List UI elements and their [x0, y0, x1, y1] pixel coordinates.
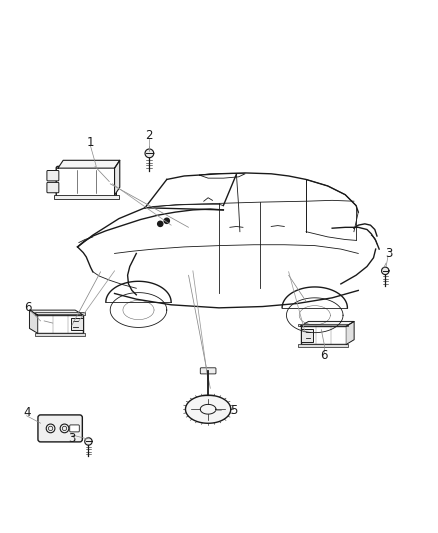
- Polygon shape: [58, 160, 120, 168]
- FancyBboxPatch shape: [56, 166, 116, 197]
- Polygon shape: [300, 321, 354, 326]
- Polygon shape: [29, 310, 83, 315]
- Bar: [300, 329, 313, 342]
- Text: 6: 6: [321, 349, 328, 362]
- FancyBboxPatch shape: [200, 368, 216, 374]
- Text: 2: 2: [145, 130, 153, 142]
- Bar: [71, 318, 83, 330]
- Polygon shape: [145, 149, 154, 158]
- Text: 1: 1: [87, 136, 94, 149]
- Polygon shape: [85, 438, 92, 445]
- Bar: [37, 315, 83, 333]
- Bar: [300, 326, 346, 344]
- Polygon shape: [381, 267, 389, 274]
- Bar: [35, 333, 85, 336]
- Circle shape: [164, 218, 170, 223]
- Text: 5: 5: [230, 403, 238, 417]
- Bar: [53, 195, 119, 199]
- Text: 4: 4: [23, 406, 30, 419]
- Bar: [298, 324, 349, 326]
- Polygon shape: [346, 321, 354, 344]
- Polygon shape: [186, 395, 231, 423]
- Bar: [35, 312, 85, 315]
- Text: 3: 3: [385, 247, 392, 260]
- Circle shape: [158, 221, 163, 227]
- FancyBboxPatch shape: [47, 171, 59, 181]
- Polygon shape: [29, 310, 37, 333]
- Polygon shape: [115, 160, 120, 195]
- Bar: [298, 344, 349, 347]
- FancyBboxPatch shape: [70, 425, 79, 432]
- FancyBboxPatch shape: [47, 182, 59, 193]
- Text: 3: 3: [68, 432, 76, 445]
- Text: 6: 6: [25, 301, 32, 314]
- FancyBboxPatch shape: [38, 415, 82, 442]
